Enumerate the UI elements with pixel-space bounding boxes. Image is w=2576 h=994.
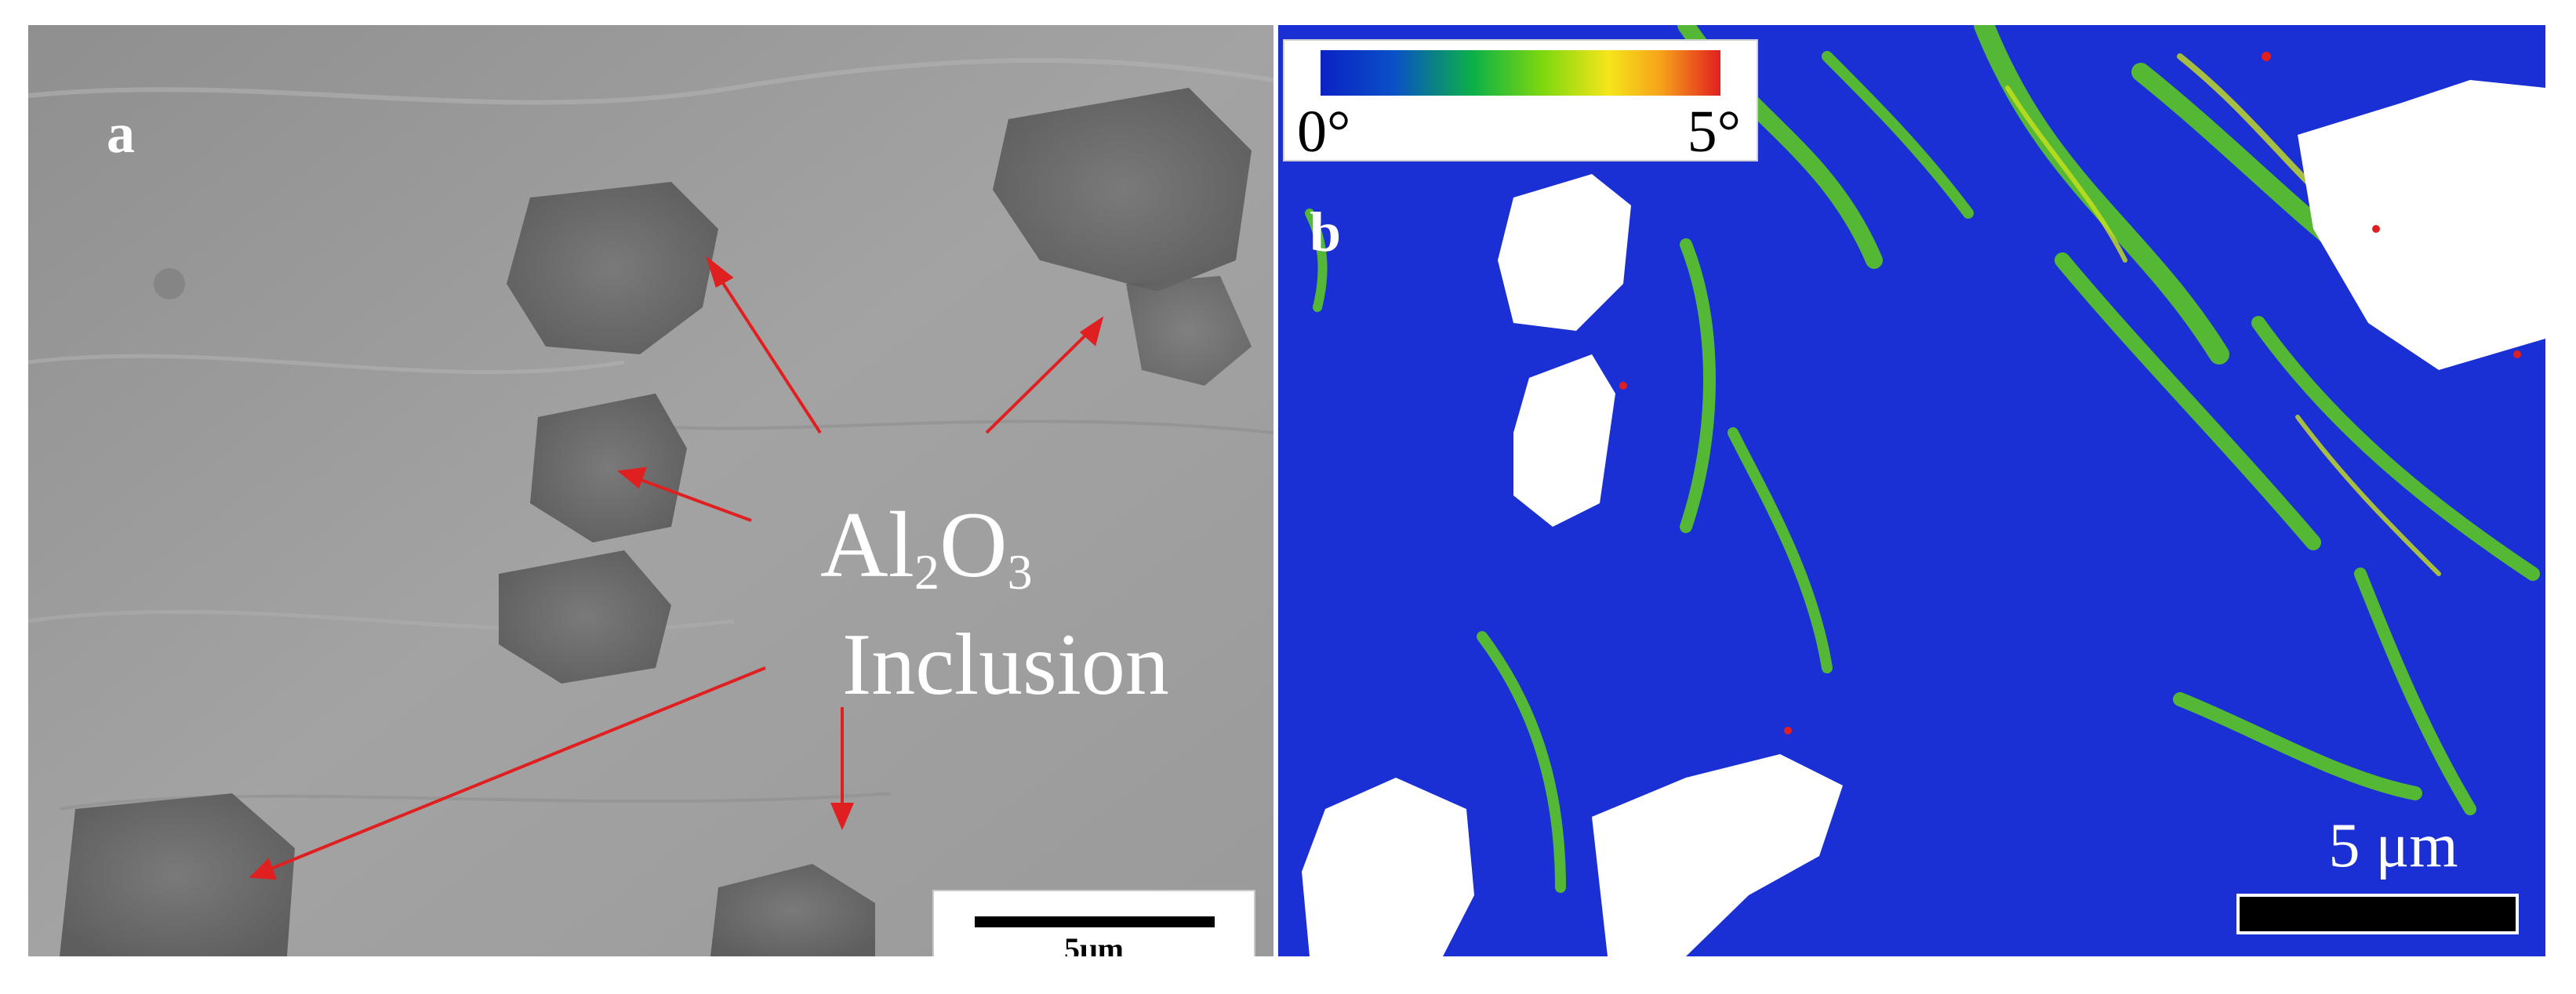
- kam-map-panel: 0° 5° b 5 μm: [1278, 25, 2545, 956]
- inclusion-particle: [993, 88, 1252, 292]
- inclusion-particle: [507, 182, 718, 354]
- scale-bar-a: 5μm: [932, 890, 1255, 956]
- scale-bar-a-label: 5μm: [1064, 931, 1124, 956]
- inclusion-word-label: Inclusion: [842, 616, 1169, 713]
- inclusion-hole: [1302, 778, 1474, 956]
- inclusion-hole: [1498, 174, 1631, 331]
- inclusion-particle: [60, 793, 295, 956]
- scale-bar-b-label: 5 μm: [2328, 811, 2458, 880]
- inclusion-hole: [1513, 354, 1615, 527]
- formula-al: Al: [820, 492, 914, 597]
- scale-bar-b: [2236, 894, 2519, 934]
- sem-micrograph-image: [28, 25, 1273, 956]
- inclusion-particle: [499, 550, 671, 684]
- colorbar-legend: 0° 5°: [1283, 39, 1758, 161]
- inclusion-particle: [530, 394, 687, 542]
- panel-label-b: b: [1310, 201, 1342, 263]
- colorbar-min-label: 0°: [1297, 99, 1351, 165]
- formula-o: O: [939, 492, 1008, 597]
- inclusion-hole: [2298, 80, 2545, 370]
- panel-label-a: a: [107, 102, 135, 165]
- colorbar-max-label: 5°: [1687, 99, 1741, 165]
- formula-sub-3: 3: [1007, 544, 1033, 600]
- formula-sub-2: 2: [914, 544, 939, 600]
- scale-bar-line: [975, 916, 1215, 927]
- sem-micrograph-panel: a Al2O3 Inclusion 5μm: [28, 25, 1273, 956]
- inclusion-formula-label: Al2O3: [820, 492, 1033, 600]
- kam-map-image: [1278, 25, 2545, 956]
- inclusion-particle: [710, 864, 875, 956]
- colorbar-gradient: [1321, 50, 1720, 96]
- arrow-group: [249, 256, 1104, 880]
- inclusion-particle: [1126, 276, 1252, 386]
- inclusion-hole: [1592, 754, 1843, 956]
